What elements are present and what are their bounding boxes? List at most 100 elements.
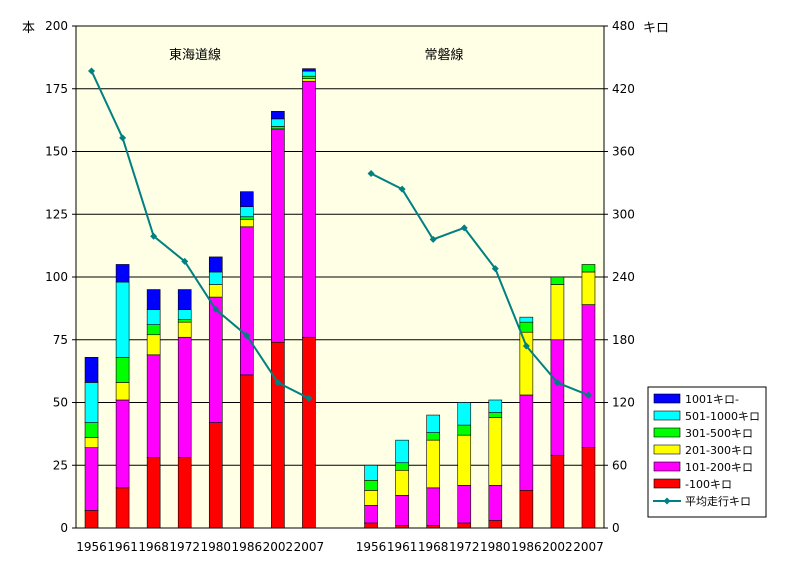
bar-segment [240,218,254,228]
bar-segment [426,439,440,489]
bar-segment [426,487,440,526]
y-tick-label: 125 [45,207,68,221]
y2-tick-label: 300 [612,207,635,221]
bar-segment [488,412,503,418]
bar-segment [84,437,99,448]
bar-segment [208,422,223,529]
bar-segment [240,216,254,220]
bar-segment [115,382,130,401]
x-tick-label: 2007 [294,540,325,554]
bar-segment [177,309,192,320]
bar-segment [550,454,565,529]
y2-tick-label: 0 [612,521,620,535]
x-tick-label: 1980 [480,540,511,554]
x-tick-label: 1961 [107,540,138,554]
legend-swatch [653,461,681,472]
bar-segment [581,271,596,305]
bar-segment [146,324,161,336]
avg-km-point [88,67,96,75]
bar-segment [581,264,596,273]
avg-km-point [429,235,437,243]
bar-segment [488,520,503,529]
y2-tick-label: 480 [612,19,635,33]
legend-swatch [653,393,681,404]
bar-segment [240,206,254,218]
avg-km-point [274,379,282,387]
legend-label: 1001キロ- [685,393,739,406]
bar-segment [208,284,223,298]
bar-segment [519,321,534,333]
bar-segment [426,414,440,433]
y2-tick-label: 180 [612,333,635,347]
avg-km-point [181,257,189,265]
bar-segment [84,447,99,511]
bar-segment [519,394,534,491]
bar-segment [395,525,409,529]
x-tick-label: 2002 [542,540,573,554]
left-axis-unit: 本 [22,21,35,36]
bar-segment [271,128,285,343]
bar-segment [364,490,378,506]
bar-segment [395,439,409,464]
group-label: 東海道線 [169,47,221,63]
avg-km-point [460,224,468,232]
avg-km-point [491,265,499,273]
bar-segment [302,70,316,77]
bar-segment [84,422,99,438]
avg-km-point [305,394,313,402]
bar-segment [177,319,192,323]
bar-segment [364,480,378,491]
x-tick-label: 1986 [232,540,263,554]
bar-segment [271,118,285,127]
bar-segment [302,75,316,80]
bar-segment [208,296,223,423]
bar-segment [84,357,99,383]
legend-swatch [653,478,681,489]
legend-label: 101-200キロ [685,461,753,474]
bar-segment [240,226,254,376]
x-tick-label: 2007 [573,540,604,554]
x-tick-label: 1968 [138,540,169,554]
right-axis-unit: キロ [643,21,669,36]
bar-segment [550,276,565,285]
bar-segment [146,309,161,325]
y-tick-label: 75 [53,333,68,347]
bar-segment [519,490,534,529]
bar-segment [271,341,285,529]
bar-segment [519,331,534,396]
bar-segment [302,68,316,72]
y2-tick-label: 420 [612,82,635,96]
x-tick-label: 1968 [418,540,449,554]
bar-segment [426,525,440,529]
bar-segment [395,462,409,471]
x-tick-label: 2002 [263,540,294,554]
avg-km-point [243,332,251,340]
y2-tick-label: 240 [612,270,635,284]
x-tick-label: 1986 [511,540,542,554]
x-tick-label: 1956 [356,540,387,554]
bar-segment [240,191,254,208]
group-label: 常磐線 [424,47,463,63]
avg-km-line [370,172,589,397]
bar-segment [364,464,378,481]
bar-segment [488,399,503,413]
y-tick-label: 150 [45,145,68,159]
legend-swatch [653,444,681,455]
bar-segment [519,316,534,323]
x-tick-label: 1961 [387,540,418,554]
avg-km-point [553,379,561,387]
legend-line-marker [663,497,671,505]
legend-label: -100キロ [685,478,732,491]
y-tick-label: 25 [53,458,68,472]
bar-segment [84,382,99,423]
bar-segment [581,304,596,448]
bar-segment [84,510,99,529]
x-tick-label: 1956 [76,540,107,554]
y2-tick-label: 120 [612,396,635,410]
bar-segment [581,447,596,529]
avg-km-point [212,305,220,313]
bar-segment [240,374,254,529]
bar-segment [115,264,130,283]
x-tick-label: 1972 [449,540,480,554]
y-tick-label: 50 [53,396,68,410]
